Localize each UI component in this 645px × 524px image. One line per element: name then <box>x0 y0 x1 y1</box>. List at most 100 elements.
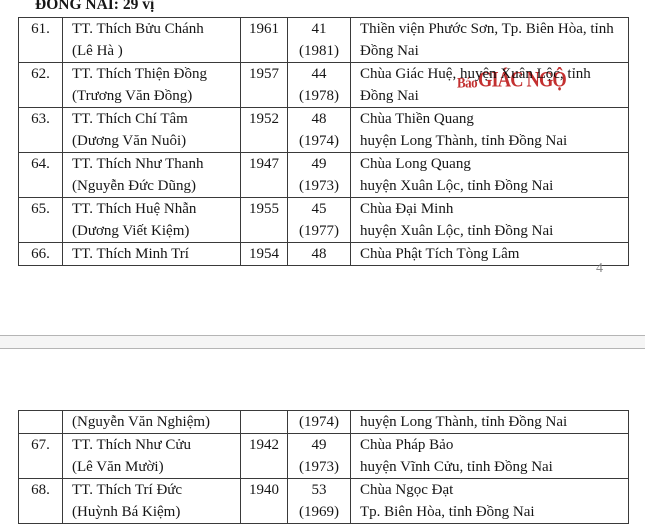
text-line: 1961 <box>249 21 279 37</box>
cell-number: 63. <box>18 107 63 153</box>
text-line: Chùa Long Quang <box>360 156 471 172</box>
table-row: 68. TT. Thích Trí Đức (Huỳnh Bá Kiệm) 1940 5… <box>18 478 629 524</box>
text-line: 49 <box>311 437 327 453</box>
cell-name: TT. Thích Bửu Chánh (Lê Hà ) <box>62 17 241 63</box>
cell-number: 65. <box>18 197 63 243</box>
text-line: 1942 <box>249 437 279 453</box>
text-line: 1940 <box>249 482 279 498</box>
text-line: (1974) <box>299 414 339 430</box>
cell-age: 44 (1978) <box>287 62 351 108</box>
cell-location: Chùa Giác Huệ, huyện Xuân Lộc, tỉnh Đồng … <box>350 62 629 108</box>
table-row: 67. TT. Thích Như Cửu (Lê Văn Mười) 1942 49 (… <box>18 433 629 479</box>
cell-year: 1940 <box>240 478 288 524</box>
table-row: 66. TT. Thích Minh Trí 1954 48 Chùa Phật Tíc… <box>18 242 629 266</box>
text-line: 1957 <box>249 66 279 82</box>
text-line: Chùa Giác Huệ, huyện Xuân Lộc, tỉnh <box>360 66 591 82</box>
text-line: Chùa Thiền Quang <box>360 111 474 127</box>
cell-location: Chùa Thiền Quang huyện Long Thành, tỉnh Đ… <box>350 107 629 153</box>
cell-number: 61. <box>18 17 63 63</box>
text-line: (Dương Văn Nuôi) <box>72 133 187 149</box>
text-line: (1969) <box>299 504 339 520</box>
table-row: 65. TT. Thích Huệ Nhẫn (Dương Viết Kiệm) 19… <box>18 197 629 243</box>
cell-location: Chùa Long Quang huyện Xuân Lộc, tỉnh Đồng… <box>350 152 629 198</box>
text-line: 1952 <box>249 111 279 127</box>
text-line: TT. Thích Huệ Nhẫn <box>72 201 197 217</box>
table-row: (Nguyễn Văn Nghiệm) (1974) huyện Long Thà… <box>18 410 629 434</box>
text-line: (Nguyễn Văn Nghiệm) <box>72 414 211 430</box>
monks-table-page4: 61. TT. Thích Bửu Chánh (Lê Hà ) 1961 41 (198… <box>18 17 629 266</box>
text-line: TT. Thích Thiện Đồng <box>72 66 207 82</box>
text-line: Chùa Phật Tích Tòng Lâm <box>360 246 520 262</box>
cell-number: 62. <box>18 62 63 108</box>
text-line: 63. <box>31 111 50 127</box>
cell-location: Chùa Đại Minh huyện Xuân Lộc, tỉnh Đồng N… <box>350 197 629 243</box>
cell-location: Chùa Pháp Bảo huyện Vĩnh Cửu, tỉnh Đồng N… <box>350 433 629 479</box>
cell-location: Chùa Ngọc Đạt Tp. Biên Hòa, tỉnh Đồng Nai <box>350 478 629 524</box>
cell-year: 1955 <box>240 197 288 243</box>
table-row: 64. TT. Thích Như Thanh (Nguyễn Đức Dũng) 1… <box>18 152 629 198</box>
text-line: (Lê Hà ) <box>72 43 123 59</box>
cell-name: TT. Thích Như Cửu (Lê Văn Mười) <box>62 433 241 479</box>
text-line: 41 <box>311 21 327 37</box>
cell-year: 1957 <box>240 62 288 108</box>
table-row: 61. TT. Thích Bửu Chánh (Lê Hà ) 1961 41 (198… <box>18 17 629 63</box>
text-line: (Nguyễn Đức Dũng) <box>72 178 196 194</box>
cell-year: 1961 <box>240 17 288 63</box>
text-line: TT. Thích Minh Trí <box>72 246 189 262</box>
text-line: (Lê Văn Mười) <box>72 459 164 475</box>
text-line <box>242 412 287 433</box>
text-line: (1974) <box>299 133 339 149</box>
text-line: 49 <box>311 156 327 172</box>
text-line: (1978) <box>299 88 339 104</box>
cell-name: TT. Thích Minh Trí <box>62 242 241 266</box>
cell-age: 48 (1974) <box>287 107 351 153</box>
text-line: 1954 <box>249 246 279 262</box>
text-line: 65. <box>31 201 50 217</box>
page-separator <box>0 335 645 349</box>
text-line: 64. <box>31 156 50 172</box>
text-line: 45 <box>311 201 327 217</box>
cell-year: 1954 <box>240 242 288 266</box>
cell-age: 41 (1981) <box>287 17 351 63</box>
text-line: 53 <box>311 482 327 498</box>
text-line: huyện Vĩnh Cửu, tỉnh Đồng Nai <box>360 459 553 475</box>
text-line: Chùa Đại Minh <box>360 201 454 217</box>
cell-name: (Nguyễn Văn Nghiệm) <box>62 410 241 434</box>
cell-name: TT. Thích Huệ Nhẫn (Dương Viết Kiệm) <box>62 197 241 243</box>
cell-number: 67. <box>18 433 63 479</box>
text-line: 67. <box>31 437 50 453</box>
text-line: 66. <box>31 246 50 262</box>
table-row: 63. TT. Thích Chí Tâm (Dương Văn Nuôi) 1952… <box>18 107 629 153</box>
text-line: TT. Thích Như Thanh <box>72 156 204 172</box>
cell-number: 68. <box>18 478 63 524</box>
text-line: (1981) <box>299 43 339 59</box>
text-line: huyện Long Thành, tỉnh Đồng Nai <box>360 414 568 430</box>
text-line: TT. Thích Trí Đức <box>72 482 183 498</box>
text-line: (Huỳnh Bá Kiệm) <box>72 504 181 520</box>
cell-year: 1947 <box>240 152 288 198</box>
cell-location: Thiền viện Phước Sơn, Tp. Biên Hòa, tỉnh… <box>350 17 629 63</box>
text-line: 1955 <box>249 201 279 217</box>
cell-age: 48 <box>287 242 351 266</box>
text-line: (Trương Văn Đồng) <box>72 88 193 104</box>
page-number: 4 <box>596 261 603 276</box>
cell-number: 66. <box>18 242 63 266</box>
text-line: Chùa Ngọc Đạt <box>360 482 454 498</box>
cell-year: 1952 <box>240 107 288 153</box>
cell-age: 45 (1977) <box>287 197 351 243</box>
cell-number: 64. <box>18 152 63 198</box>
text-line: (Dương Viết Kiệm) <box>72 223 190 239</box>
cell-age: (1974) <box>287 410 351 434</box>
text-line: Chùa Pháp Bảo <box>360 437 454 453</box>
cell-age: 49 (1973) <box>287 152 351 198</box>
text-line: 48 <box>311 111 327 127</box>
text-line: Thiền viện Phước Sơn, Tp. Biên Hòa, tỉnh <box>360 21 614 37</box>
cell-name: TT. Thích Như Thanh (Nguyễn Đức Dũng) <box>62 152 241 198</box>
cell-year: 1942 <box>240 433 288 479</box>
text-line: huyện Xuân Lộc, tỉnh Đồng Nai <box>360 178 554 194</box>
table-row: 62. TT. Thích Thiện Đồng (Trương Văn Đồng)… <box>18 62 629 108</box>
text-line: TT. Thích Chí Tâm <box>72 111 188 127</box>
text-line: TT. Thích Như Cửu <box>72 437 192 453</box>
text-line: 61. <box>31 21 50 37</box>
